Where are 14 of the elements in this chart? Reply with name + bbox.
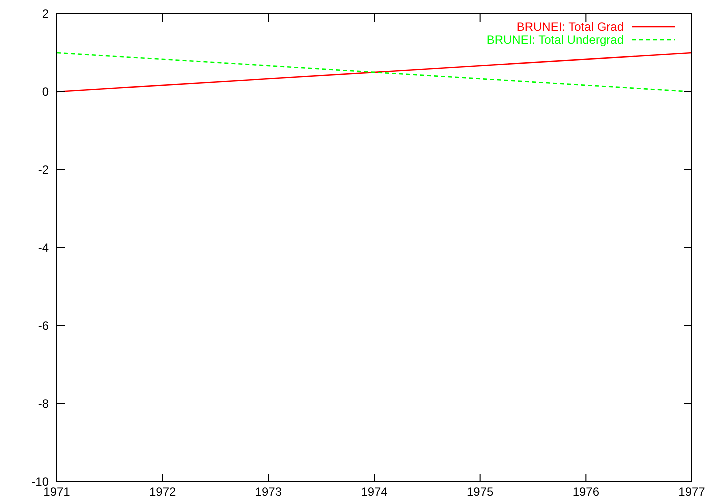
y-tick-label: -6 xyxy=(38,319,50,333)
x-tick-label: 1976 xyxy=(572,485,600,499)
y-tick-label: -2 xyxy=(38,163,50,177)
x-tick-label: 1972 xyxy=(149,485,177,499)
x-tick-label: 1977 xyxy=(678,485,706,499)
legend-label: BRUNEI: Total Undergrad xyxy=(486,33,624,47)
y-tick-label: -4 xyxy=(38,241,50,255)
y-tick-label: 0 xyxy=(42,85,50,99)
legend-label: BRUNEI: Total Grad xyxy=(516,20,624,34)
y-tick-label: -8 xyxy=(38,397,50,411)
x-tick-label: 1973 xyxy=(255,485,282,499)
x-tick-label: 1974 xyxy=(361,485,388,499)
y-tick-label: 2 xyxy=(42,7,50,21)
x-tick-label: 1975 xyxy=(466,485,494,499)
